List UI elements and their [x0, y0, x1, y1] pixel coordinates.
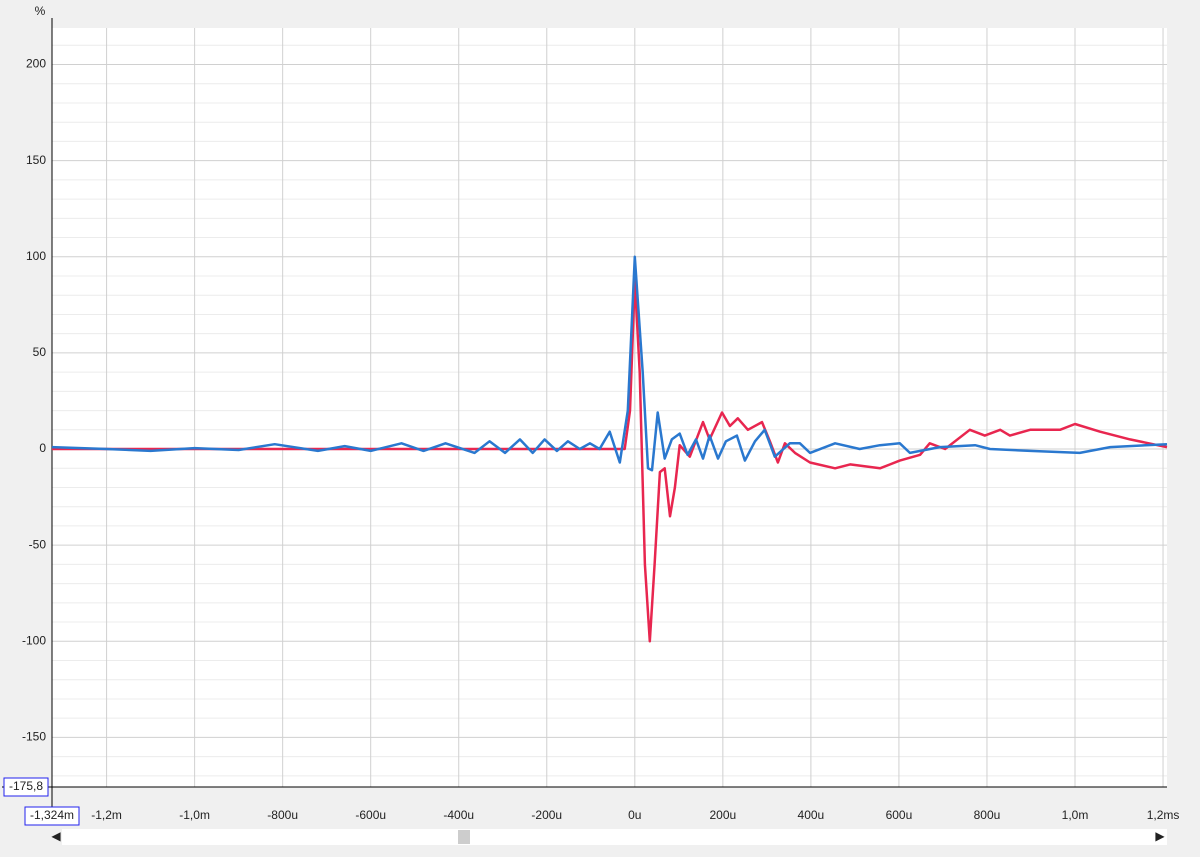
y-tick-label: -50: [29, 537, 47, 551]
y-tick-label: 50: [33, 345, 47, 359]
scroll-thumb[interactable]: [458, 830, 470, 844]
x-tick-label: 1,0m: [1062, 808, 1089, 822]
y-tick-label: -150: [22, 730, 46, 744]
x-tick-label: 600u: [886, 808, 913, 822]
x-tick-label: 1,2ms: [1147, 808, 1180, 822]
x-tick-label: -800u: [267, 808, 298, 822]
y-tick-label: 150: [26, 153, 46, 167]
y-axis-label: %: [35, 4, 46, 18]
x-tick-label: -1,2m: [91, 808, 122, 822]
y-tick-label: 200: [26, 57, 46, 71]
x-tick-label: 400u: [798, 808, 825, 822]
y-tick-label: 0: [39, 441, 46, 455]
x-cursor-box: [24, 806, 80, 826]
y-tick-label: -100: [22, 633, 46, 647]
y-cursor-label: -175,8: [9, 779, 43, 793]
x-cursor-label: -1,324m: [30, 808, 74, 822]
x-tick-label: -200u: [531, 808, 562, 822]
scrollbar[interactable]: [62, 829, 1167, 845]
x-tick-label: -1,0m: [179, 808, 210, 822]
series-line: [52, 278, 1168, 643]
y-cursor-box: [3, 777, 49, 797]
x-tick-label: -600u: [355, 808, 386, 822]
scroll-right[interactable]: ▶: [1155, 829, 1165, 843]
y-tick-label: 100: [26, 249, 46, 263]
x-tick-label: -400u: [443, 808, 474, 822]
scroll-left[interactable]: ◀: [51, 829, 61, 843]
x-tick-label: 0u: [628, 808, 641, 822]
series-line: [51, 255, 1168, 472]
x-tick-label: 800u: [974, 808, 1001, 822]
x-tick-label: 200u: [709, 808, 736, 822]
